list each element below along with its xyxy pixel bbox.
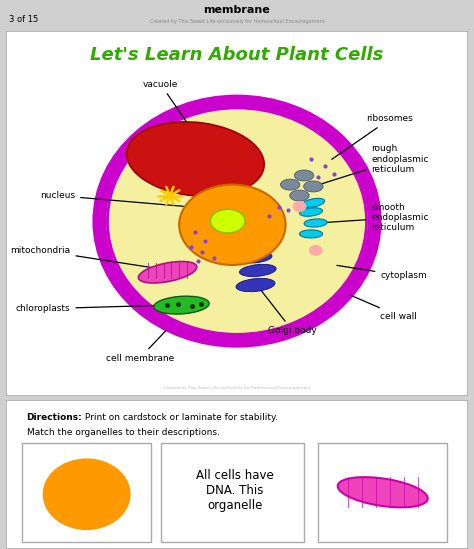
Ellipse shape xyxy=(239,252,272,263)
Text: smooth
endoplasmic
reticulum: smooth endoplasmic reticulum xyxy=(321,203,428,232)
Text: cytoplasm: cytoplasm xyxy=(337,265,427,281)
Text: 3 of 15: 3 of 15 xyxy=(9,15,39,24)
FancyBboxPatch shape xyxy=(22,443,151,541)
Text: cell membrane: cell membrane xyxy=(106,331,174,362)
Ellipse shape xyxy=(294,170,314,181)
Text: chloroplasts: chloroplasts xyxy=(16,304,165,313)
Ellipse shape xyxy=(309,245,323,256)
Ellipse shape xyxy=(292,201,306,212)
Text: Directions:: Directions: xyxy=(27,413,82,422)
Text: rough
endoplasmic
reticulum: rough endoplasmic reticulum xyxy=(316,144,428,186)
Ellipse shape xyxy=(236,278,275,292)
FancyBboxPatch shape xyxy=(6,400,468,549)
Text: All cells have
DNA. This
organelle: All cells have DNA. This organelle xyxy=(196,469,273,512)
Text: Match the organelles to their descriptions.: Match the organelles to their descriptio… xyxy=(27,428,219,437)
Ellipse shape xyxy=(304,219,327,227)
Ellipse shape xyxy=(302,198,325,208)
Text: ribosomes: ribosomes xyxy=(332,114,413,159)
Ellipse shape xyxy=(179,184,285,265)
Ellipse shape xyxy=(281,179,300,190)
Ellipse shape xyxy=(300,208,322,216)
FancyBboxPatch shape xyxy=(161,443,304,541)
Text: cell wall: cell wall xyxy=(351,295,417,321)
Text: Print on cardstock or laminate for stability.: Print on cardstock or laminate for stabi… xyxy=(82,413,278,422)
Text: mitochondria: mitochondria xyxy=(10,246,155,268)
Ellipse shape xyxy=(108,108,366,334)
Ellipse shape xyxy=(138,261,197,283)
Text: Golgi body: Golgi body xyxy=(257,285,317,335)
Text: vacuole: vacuole xyxy=(143,80,189,126)
Text: membrane: membrane xyxy=(204,5,270,15)
Ellipse shape xyxy=(300,230,323,238)
Ellipse shape xyxy=(43,458,131,530)
Ellipse shape xyxy=(304,181,323,192)
Ellipse shape xyxy=(337,477,428,507)
FancyBboxPatch shape xyxy=(6,31,468,396)
Text: Created by This Sweet Life exclusively for Homeschool Encouragement: Created by This Sweet Life exclusively f… xyxy=(150,19,324,24)
Ellipse shape xyxy=(239,264,276,277)
Ellipse shape xyxy=(210,209,245,233)
FancyBboxPatch shape xyxy=(318,443,447,541)
Text: Let's Learn About Plant Cells: Let's Learn About Plant Cells xyxy=(91,46,383,64)
Ellipse shape xyxy=(290,190,309,201)
Text: nucleus: nucleus xyxy=(40,191,183,206)
Ellipse shape xyxy=(127,122,264,196)
Ellipse shape xyxy=(154,296,209,314)
Text: Created by This Sweet Life exclusively for Homeschool Encouragement: Created by This Sweet Life exclusively f… xyxy=(164,386,310,390)
